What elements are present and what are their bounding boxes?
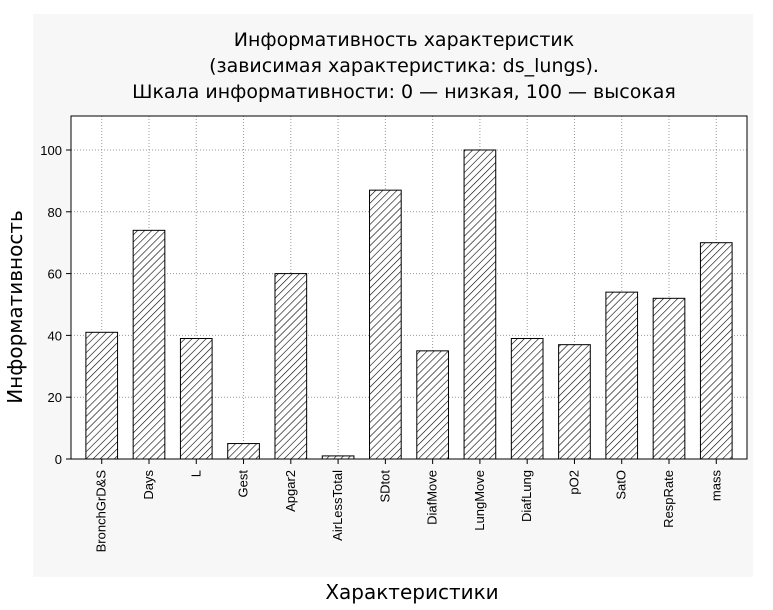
chart-title-line-3: Шкала информативности: 0 — низкая, 100 —… [132, 81, 676, 103]
y-tick-label: 80 [48, 205, 62, 220]
bar [85, 331, 119, 460]
x-tick-label: DiafMove [425, 470, 440, 525]
y-axis-label: Информативность [3, 210, 27, 404]
x-axis: BronchGrD&S Days L Gest Apgar2 AirLessTotal SD… [94, 459, 723, 553]
y-tick-label: 0 [55, 452, 62, 467]
x-tick-label: SatO [614, 470, 629, 500]
bars [85, 149, 733, 460]
bar [463, 149, 497, 460]
x-tick-label: RespRate [661, 470, 676, 528]
x-tick-label: LungMove [472, 470, 487, 531]
x-tick-label: Days [141, 470, 156, 500]
bar [558, 344, 591, 460]
bar [179, 337, 213, 460]
y-tick-label: 40 [48, 328, 62, 343]
y-tick-label: 20 [48, 390, 62, 405]
x-tick-label: Apgar2 [283, 470, 298, 512]
y-tick-label: 100 [40, 143, 62, 158]
bar [652, 297, 686, 460]
x-tick-label: AirLessTotal [330, 470, 345, 541]
bar [274, 273, 308, 460]
bar [510, 337, 544, 460]
x-tick-label: pO2 [566, 470, 581, 495]
x-tick-label: mass [708, 470, 723, 502]
bar [369, 189, 402, 460]
bar [416, 350, 449, 460]
plot-frame [70, 115, 748, 460]
chart-title-line-1: Информативность характеристик [234, 29, 575, 51]
y-axis: 0 20 40 60 80 100 [40, 143, 71, 467]
chart-title-line-2: (зависимая характеристика: ds_lungs). [209, 55, 599, 77]
y-tick-label: 60 [48, 267, 62, 282]
x-tick-label: Gest [236, 470, 251, 498]
bar [699, 242, 733, 460]
bar [227, 443, 260, 460]
x-axis-label: Характеристики [325, 580, 498, 604]
bar [132, 229, 166, 460]
x-tick-label: SDtot [377, 470, 392, 503]
bar [605, 291, 639, 460]
x-tick-label: DiafLung [519, 470, 534, 522]
x-tick-label: BronchGrD&S [94, 470, 109, 553]
x-tick-label: L [188, 470, 203, 477]
plot-area [71, 116, 747, 459]
chart-title: Информативность характеристик (зависимая… [132, 29, 676, 103]
